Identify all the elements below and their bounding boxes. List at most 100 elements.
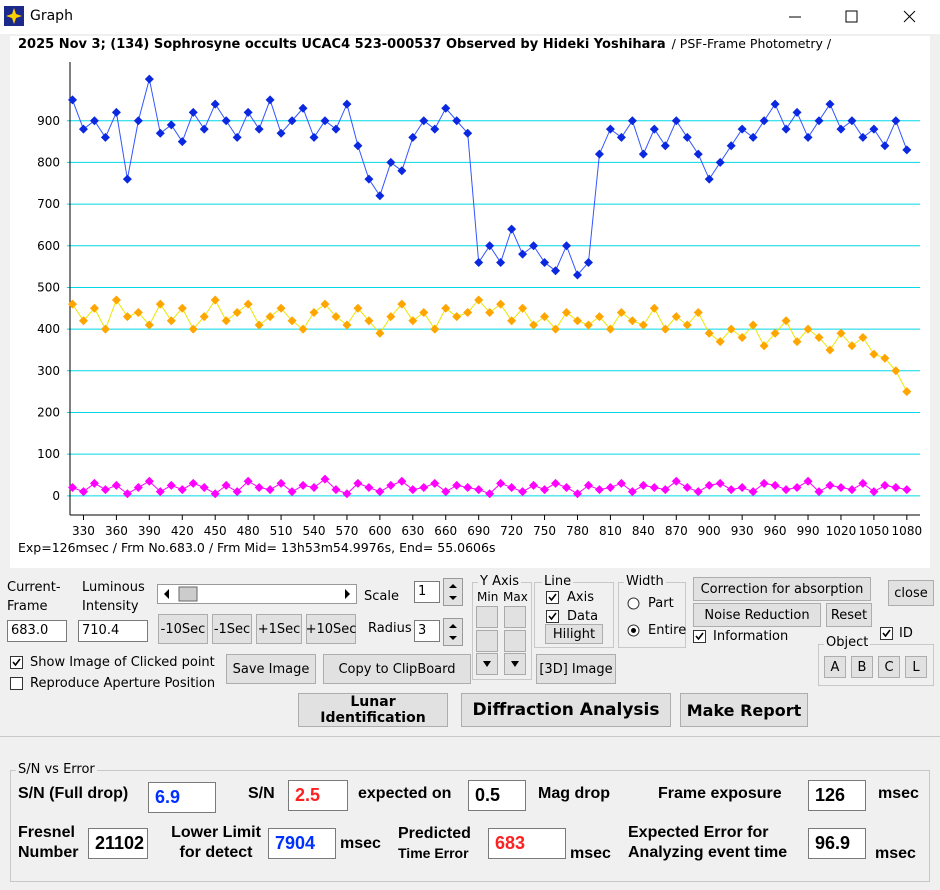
button[interactable]: -1Sec (212, 614, 252, 644)
button[interactable]: Correction for absorption (693, 577, 871, 601)
radios[interactable] (627, 597, 641, 637)
checkbox[interactable] (693, 630, 707, 644)
button[interactable]: Noise Reduction (693, 603, 821, 627)
spinner[interactable] (443, 618, 463, 646)
point (529, 320, 539, 330)
radius-input[interactable]: 3 (414, 620, 440, 642)
point (529, 241, 539, 251)
luminous-input[interactable]: 710.4 (78, 620, 148, 642)
point (562, 241, 572, 251)
point (704, 480, 714, 490)
label: Entire (648, 623, 687, 638)
point (507, 482, 517, 492)
point (408, 316, 418, 326)
point (221, 116, 231, 126)
point (463, 128, 473, 138)
point (825, 480, 835, 490)
point (858, 478, 868, 488)
point (572, 489, 582, 499)
label: Information (713, 629, 789, 644)
point (518, 249, 528, 259)
point (726, 141, 736, 151)
y-axis-spinners[interactable] (476, 606, 528, 676)
button[interactable]: Hilight (545, 624, 603, 644)
label: Radius (368, 621, 412, 636)
point (847, 485, 857, 495)
point (748, 320, 758, 330)
button[interactable]: B (851, 656, 873, 678)
group-label: Width (624, 574, 666, 589)
checkboxes[interactable] (10, 656, 24, 690)
label: ID (899, 626, 913, 641)
button[interactable]: C (878, 656, 900, 678)
point (726, 324, 736, 334)
spinner[interactable] (443, 578, 463, 606)
point (243, 299, 253, 309)
point (847, 341, 857, 351)
button[interactable]: Make Report (680, 693, 808, 727)
checkbox[interactable] (880, 627, 894, 641)
y-tick-label: 400 (37, 322, 60, 336)
point (551, 478, 561, 488)
checkboxes[interactable] (546, 591, 560, 631)
button[interactable]: A (824, 656, 846, 678)
point (166, 480, 176, 490)
button[interactable]: Lunar Identification (298, 693, 448, 727)
point (814, 116, 824, 126)
point (386, 312, 396, 322)
x-tick-label: 960 (764, 524, 787, 538)
button[interactable]: +1Sec (256, 614, 302, 644)
point (166, 316, 176, 326)
point (177, 485, 187, 495)
point (419, 116, 429, 126)
button[interactable]: Save Image (226, 654, 316, 684)
button[interactable]: +10Sec (306, 614, 356, 644)
button[interactable]: Diffraction Analysis (461, 693, 671, 727)
point (594, 149, 604, 159)
y-tick-label: 800 (37, 155, 60, 169)
point (616, 478, 626, 488)
button[interactable]: Copy to ClipBoard (323, 654, 471, 684)
button[interactable]: Reset (826, 603, 872, 627)
point (836, 328, 846, 338)
x-tick-label: 870 (665, 524, 688, 538)
point (682, 132, 692, 142)
label: Lower Limit for detect (171, 824, 261, 861)
point (254, 482, 264, 492)
point (770, 99, 780, 109)
point (298, 103, 308, 113)
point (342, 320, 352, 330)
point (869, 124, 879, 134)
point (869, 487, 879, 497)
point (649, 124, 659, 134)
point (496, 299, 506, 309)
window-buttons[interactable] (780, 6, 930, 28)
point (551, 266, 561, 276)
point (287, 116, 297, 126)
x-tick-label: 630 (401, 524, 424, 538)
value-box[interactable]: 0.5 (468, 780, 526, 811)
point (825, 345, 835, 355)
x-tick-label: 660 (434, 524, 457, 538)
point (660, 324, 670, 334)
point (342, 99, 352, 109)
label: Part (648, 596, 674, 611)
point (572, 316, 582, 326)
point (342, 489, 352, 499)
point (331, 485, 341, 495)
button[interactable]: [3D] Image (536, 654, 616, 684)
button[interactable]: -10Sec (158, 614, 208, 644)
point (748, 132, 758, 142)
button[interactable]: close (888, 580, 934, 606)
object-group (818, 644, 934, 686)
label: Data (567, 609, 599, 624)
button[interactable]: L (905, 656, 927, 678)
chart-subtitle: / PSF-Frame Photometry / (672, 36, 832, 51)
app-icon (4, 6, 24, 26)
current-frame-input[interactable]: 683.0 (7, 620, 67, 642)
chart-area (10, 36, 930, 568)
scrollbar[interactable] (157, 584, 357, 604)
scale-input[interactable]: 1 (414, 581, 440, 603)
point (320, 299, 330, 309)
point (276, 478, 286, 488)
